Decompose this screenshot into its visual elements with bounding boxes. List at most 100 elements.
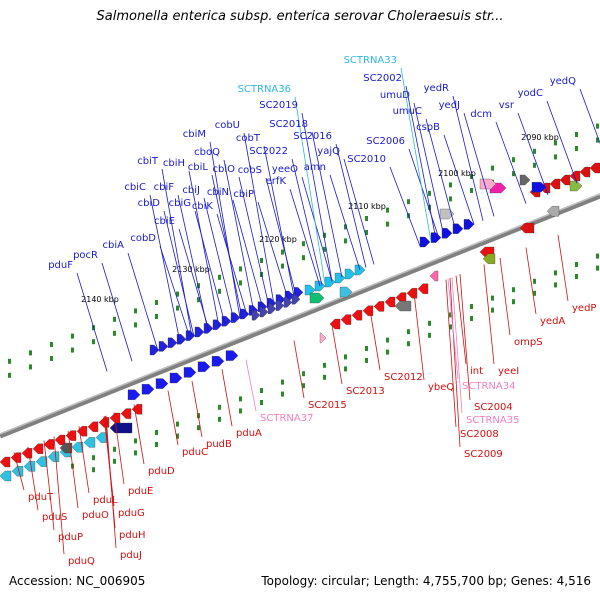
gene-label-pduH[interactable]: pduH bbox=[119, 530, 146, 541]
forward-gene[interactable] bbox=[183, 367, 197, 378]
gene-label-pduC[interactable]: pduC bbox=[182, 447, 208, 458]
gene-label-cbiC[interactable]: cbiC bbox=[124, 182, 146, 193]
forward-gene[interactable] bbox=[452, 223, 464, 234]
forward-gene[interactable] bbox=[463, 219, 475, 230]
reverse-gene[interactable] bbox=[340, 314, 352, 325]
reverse-gene[interactable] bbox=[417, 283, 429, 294]
reverse-gene[interactable] bbox=[569, 170, 581, 182]
gene-label-SC2010[interactable]: SC2010 bbox=[347, 154, 386, 165]
gene-label-cbiO[interactable]: cbiO bbox=[213, 164, 236, 175]
reverse-gene[interactable] bbox=[429, 270, 439, 282]
reverse-gene[interactable] bbox=[95, 432, 108, 443]
gene-label-SC2016[interactable]: SC2016 bbox=[293, 131, 332, 142]
gene-label-SC2006[interactable]: SC2006 bbox=[366, 136, 405, 147]
gene-label-cboQ[interactable]: cboQ bbox=[194, 147, 220, 158]
gene-label-SCTRNA34[interactable]: SCTRNA34 bbox=[462, 381, 515, 392]
gene-label-ompS[interactable]: ompS bbox=[514, 337, 543, 348]
gene-label-SCTRNA33[interactable]: SCTRNA33 bbox=[344, 55, 397, 66]
gene-label-pocR[interactable]: pocR bbox=[73, 250, 98, 261]
gene-label-SCTRNA36[interactable]: SCTRNA36 bbox=[238, 84, 291, 95]
reverse-gene[interactable] bbox=[329, 318, 341, 330]
forward-gene[interactable] bbox=[225, 350, 239, 361]
reverse-gene[interactable] bbox=[549, 178, 561, 190]
forward-gene[interactable] bbox=[169, 372, 183, 384]
gene-label-cobT[interactable]: cobT bbox=[236, 133, 261, 144]
forward-gene[interactable] bbox=[127, 389, 141, 400]
gene-label-SC2013[interactable]: SC2013 bbox=[346, 386, 385, 397]
gene-label-cbiJ[interactable]: cbiJ bbox=[182, 185, 200, 196]
reverse-gene[interactable] bbox=[23, 461, 36, 472]
forward-gene[interactable] bbox=[158, 341, 169, 352]
gene-label-SC2018[interactable]: SC2018 bbox=[269, 119, 308, 130]
reverse-gene[interactable] bbox=[87, 421, 99, 432]
reverse-gene[interactable] bbox=[373, 301, 385, 312]
forward-gene[interactable] bbox=[197, 361, 211, 372]
gene-label-cbiL[interactable]: cbiL bbox=[188, 162, 209, 173]
reverse-gene[interactable] bbox=[47, 451, 60, 462]
gene-label-pduA[interactable]: pduA bbox=[236, 428, 262, 439]
gene-label-pduG[interactable]: pduG bbox=[118, 508, 145, 519]
gene-label-cbiM[interactable]: cbiM bbox=[183, 129, 206, 140]
gene-label-cobU[interactable]: cobU bbox=[215, 120, 240, 131]
reverse-gene[interactable] bbox=[21, 448, 33, 459]
gene-label-pduF[interactable]: pduF bbox=[48, 260, 73, 271]
reverse-gene[interactable] bbox=[109, 422, 133, 434]
gene-label-SC2009[interactable]: SC2009 bbox=[464, 449, 503, 460]
forward-gene[interactable] bbox=[230, 312, 241, 323]
reverse-gene[interactable] bbox=[59, 442, 73, 454]
gene-label-pduT[interactable]: pduT bbox=[28, 492, 54, 503]
reverse-gene[interactable] bbox=[35, 456, 48, 467]
gene-label-cbiE[interactable]: cbiE bbox=[154, 216, 175, 227]
reverse-gene[interactable] bbox=[11, 466, 24, 477]
gene-label-cbiH[interactable]: cbiH bbox=[163, 158, 185, 169]
gene-label-pduQ[interactable]: pduQ bbox=[68, 556, 95, 567]
gene-label-pduJ[interactable]: pduJ bbox=[120, 550, 142, 561]
gene-label-pduS[interactable]: pduS bbox=[42, 512, 67, 523]
reverse-gene[interactable] bbox=[83, 437, 96, 448]
reverse-gene[interactable] bbox=[0, 470, 12, 482]
gene-label-SC2004[interactable]: SC2004 bbox=[474, 402, 513, 413]
reverse-gene[interactable] bbox=[394, 300, 412, 312]
forward-gene[interactable] bbox=[344, 268, 356, 280]
gene-label-pduD[interactable]: pduD bbox=[148, 466, 175, 477]
gene-label-cbiN[interactable]: cbiN bbox=[207, 187, 229, 198]
gene-label-cobS[interactable]: cobS bbox=[238, 165, 262, 176]
reverse-gene[interactable] bbox=[589, 162, 600, 174]
reverse-gene[interactable] bbox=[319, 332, 327, 344]
gene-label-SC2008[interactable]: SC2008 bbox=[460, 429, 499, 440]
gene-label-umuD[interactable]: umuD bbox=[380, 90, 410, 101]
forward-gene[interactable] bbox=[149, 344, 160, 356]
reverse-gene[interactable] bbox=[384, 296, 396, 308]
gene-label-cobD[interactable]: cobD bbox=[130, 233, 156, 244]
gene-label-cbiD[interactable]: cbiD bbox=[138, 198, 161, 209]
forward-gene[interactable] bbox=[519, 174, 531, 186]
gene-label-cbiG[interactable]: cbiG bbox=[169, 198, 191, 209]
forward-gene[interactable] bbox=[194, 326, 205, 338]
gene-label-cbiK[interactable]: cbiK bbox=[192, 201, 214, 212]
gene-label-vsr[interactable]: vsr bbox=[499, 100, 515, 111]
gene-label-ybeQ[interactable]: ybeQ bbox=[428, 382, 454, 393]
gene-label-pudB[interactable]: pudB bbox=[206, 439, 232, 450]
reverse-gene[interactable] bbox=[406, 288, 418, 299]
gene-label-yedA[interactable]: yedA bbox=[540, 316, 565, 327]
gene-label-pduO[interactable]: pduO bbox=[82, 510, 109, 521]
gene-label-pduE[interactable]: pduE bbox=[128, 486, 153, 497]
reverse-gene[interactable] bbox=[76, 426, 88, 437]
gene-label-SC2015[interactable]: SC2015 bbox=[308, 400, 347, 411]
gene-label-yedQ[interactable]: yedQ bbox=[550, 76, 576, 87]
gene-label-yedJ[interactable]: yedJ bbox=[439, 100, 460, 111]
reverse-gene[interactable] bbox=[519, 222, 535, 234]
forward-gene[interactable] bbox=[419, 236, 431, 248]
reverse-gene[interactable] bbox=[362, 305, 374, 316]
gene-label-yajQ[interactable]: yajQ bbox=[317, 146, 340, 157]
forward-gene[interactable] bbox=[211, 356, 225, 367]
forward-gene[interactable] bbox=[212, 319, 223, 330]
gene-label-yeeI[interactable]: yeeI bbox=[498, 366, 519, 377]
forward-gene[interactable] bbox=[155, 378, 169, 389]
forward-gene[interactable] bbox=[275, 300, 285, 311]
reverse-gene[interactable] bbox=[131, 404, 143, 415]
reverse-gene[interactable] bbox=[546, 206, 560, 217]
forward-gene[interactable] bbox=[251, 310, 261, 321]
gene-label-yedP[interactable]: yedP bbox=[572, 303, 596, 314]
